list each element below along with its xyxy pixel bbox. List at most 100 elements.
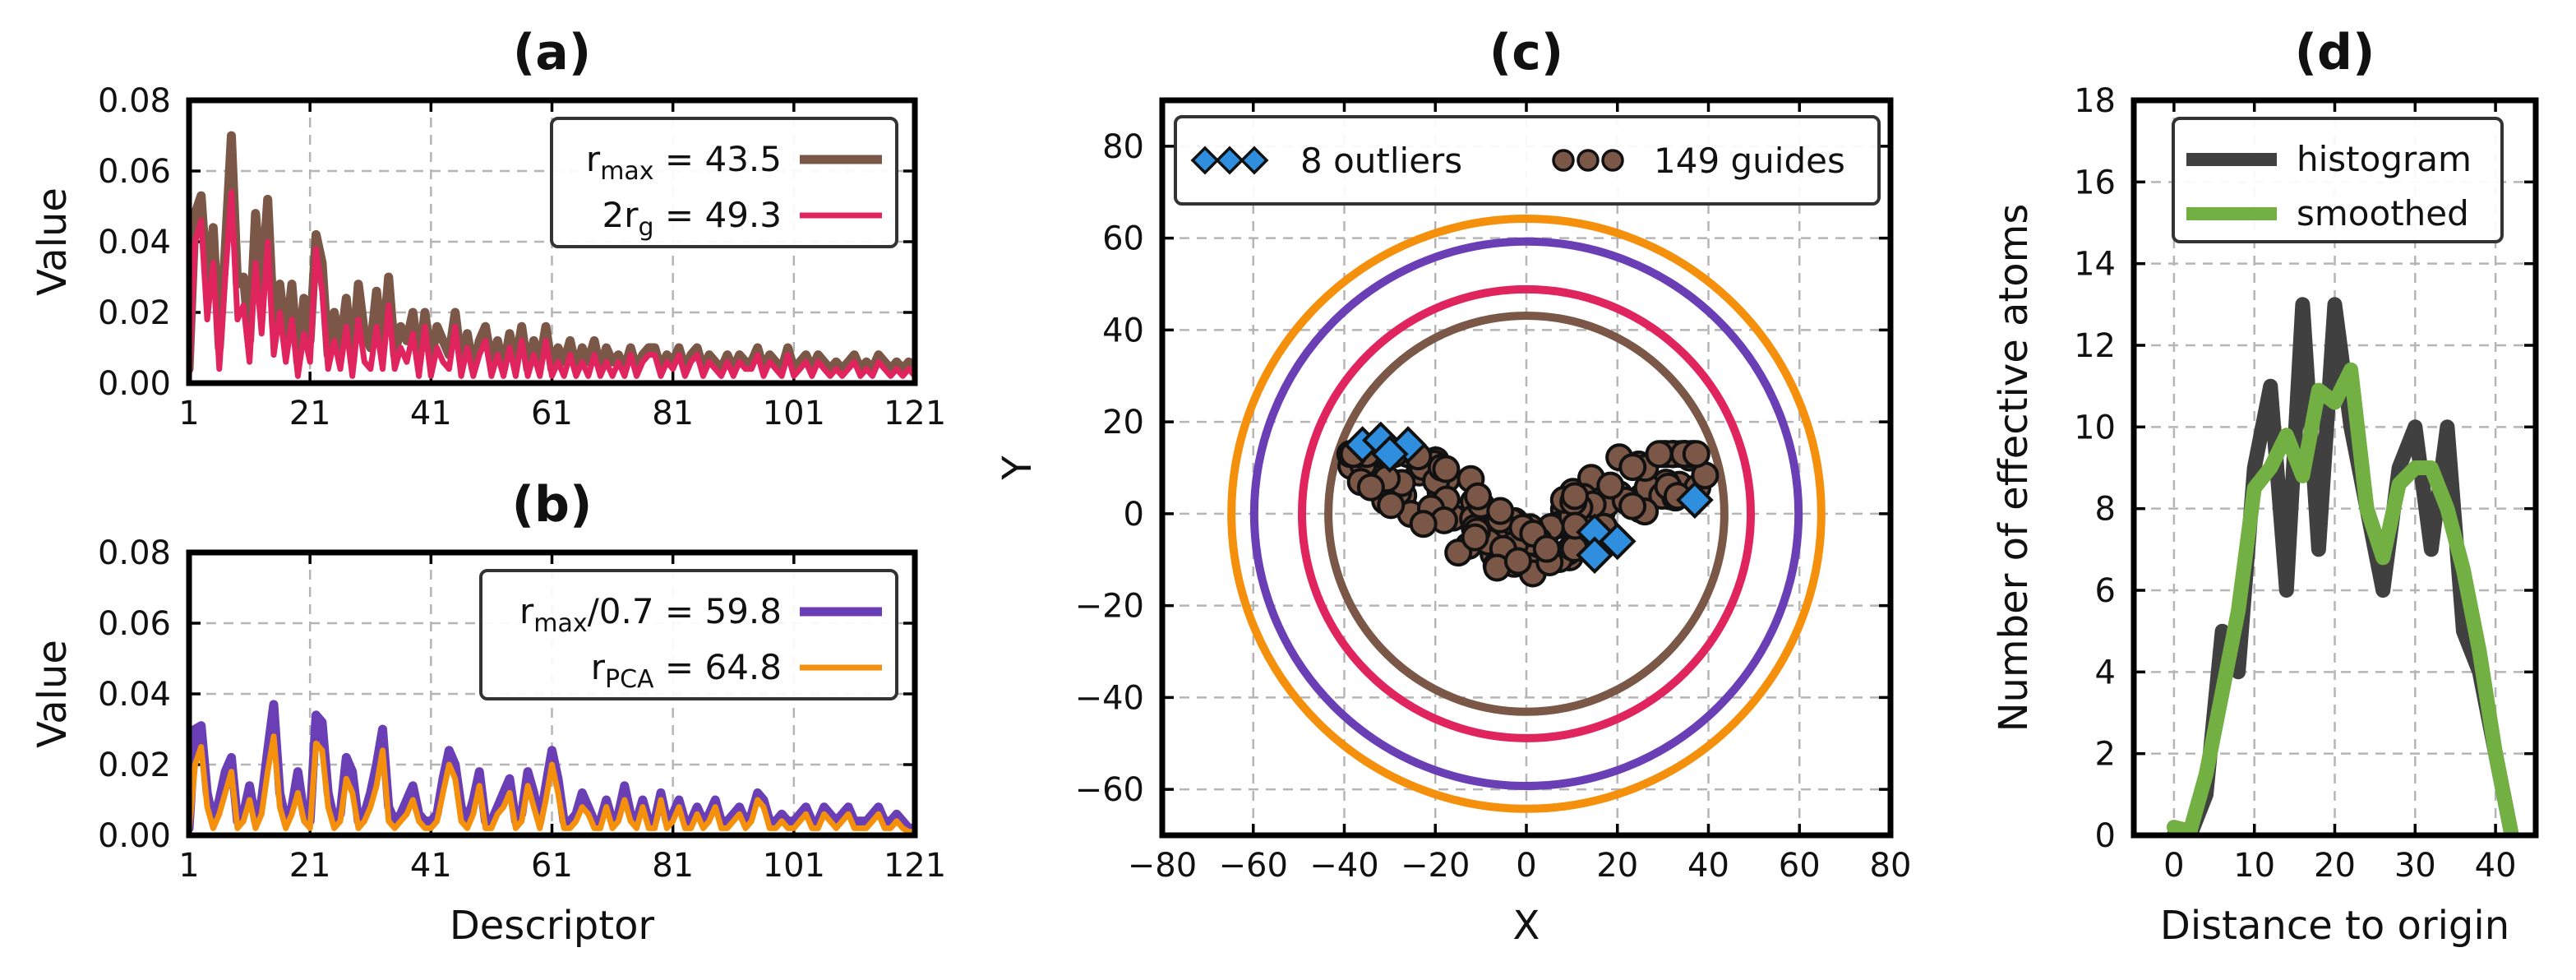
guide-point bbox=[1377, 491, 1406, 520]
radius-circle bbox=[1298, 284, 1755, 742]
legend: 8 outliers 149 guides bbox=[1174, 115, 1881, 206]
guide-point bbox=[1356, 473, 1385, 502]
x-tick-label: 10 bbox=[2233, 847, 2275, 885]
guide-point bbox=[1561, 482, 1590, 511]
guide-point bbox=[1682, 440, 1710, 469]
axes-frame bbox=[1159, 97, 1894, 839]
x-tick-label: 20 bbox=[1596, 847, 1638, 885]
panel-title: (c) bbox=[1489, 24, 1563, 81]
x-tick-label: 30 bbox=[2394, 847, 2436, 885]
panel-title: (a) bbox=[513, 24, 591, 81]
guide-point bbox=[1486, 497, 1515, 525]
legend: rmax = 43.5 2rg = 49.3 bbox=[550, 117, 898, 248]
legend-box bbox=[479, 569, 898, 700]
y-tick-label: 4 bbox=[2095, 654, 2116, 691]
axes-frame bbox=[186, 549, 918, 839]
x-tick-label: 40 bbox=[1687, 847, 1729, 885]
y-tick-label: 0.06 bbox=[98, 153, 171, 191]
y-tick-label: 0.04 bbox=[98, 224, 171, 261]
x-tick-label: 121 bbox=[884, 847, 946, 885]
y-axis-label: Y bbox=[995, 455, 1041, 481]
y-tick-label: 0.06 bbox=[98, 605, 171, 643]
outlier-point bbox=[1598, 522, 1637, 561]
y-tick-label: 0 bbox=[1124, 496, 1144, 534]
x-tick-label: 61 bbox=[531, 395, 573, 432]
y-axis-label: Value bbox=[30, 640, 76, 748]
x-tick-label: 0 bbox=[2163, 847, 2184, 885]
x-tick-label: 81 bbox=[652, 847, 694, 885]
y-tick-label: 20 bbox=[1102, 404, 1144, 441]
guide-point bbox=[1464, 482, 1493, 511]
x-tick-label: 21 bbox=[289, 847, 331, 885]
x-tick-label: 41 bbox=[410, 847, 452, 885]
x-tick-label: 41 bbox=[410, 395, 452, 432]
axes-frame bbox=[2131, 97, 2539, 839]
y-tick-label: 0.08 bbox=[98, 534, 171, 572]
y-tick-label: 60 bbox=[1102, 220, 1144, 258]
radius-circle bbox=[1227, 215, 1826, 813]
guide-point bbox=[1645, 440, 1673, 469]
x-axis-label: Distance to origin bbox=[2160, 903, 2509, 949]
legend-label: smoothed bbox=[2297, 193, 2469, 233]
x-tick-label: 80 bbox=[1870, 847, 1912, 885]
y-tick-label: 0.00 bbox=[98, 365, 171, 403]
legend-guides-label: 149 guides bbox=[1654, 141, 1845, 181]
outlier-point bbox=[1676, 481, 1714, 519]
legend: rmax/0.7 = 59.8 rPCA = 64.8 bbox=[479, 569, 898, 700]
legend-label: rmax/0.7 = 59.8 bbox=[519, 591, 782, 638]
y-axis-label: Value bbox=[30, 187, 76, 296]
y-tick-label: 12 bbox=[2074, 327, 2116, 365]
x-tick-label: 60 bbox=[1779, 847, 1821, 885]
y-tick-label: 16 bbox=[2074, 164, 2116, 201]
y-tick-label: 0.02 bbox=[98, 747, 171, 784]
y-tick-label: 0.00 bbox=[98, 817, 171, 855]
y-tick-label: 6 bbox=[2095, 572, 2116, 610]
radius-circle bbox=[1324, 311, 1729, 716]
y-tick-label: −60 bbox=[1075, 771, 1144, 809]
x-axis-label: Descriptor bbox=[450, 903, 655, 949]
legend-label: rmax = 43.5 bbox=[586, 139, 782, 186]
y-tick-label: 8 bbox=[2095, 491, 2116, 529]
legend-outliers-label: 8 outliers bbox=[1300, 141, 1462, 181]
x-tick-label: 1 bbox=[178, 395, 199, 432]
axes-frame bbox=[186, 97, 918, 386]
panel-title: (d) bbox=[2295, 24, 2375, 81]
x-tick-label: 81 bbox=[652, 395, 694, 432]
y-axis-label: Number of effective atoms bbox=[1991, 204, 2037, 733]
x-tick-label: 101 bbox=[763, 395, 825, 432]
y-tick-label: 14 bbox=[2074, 246, 2116, 284]
y-tick-label: 0.08 bbox=[98, 82, 171, 120]
x-tick-label: 1 bbox=[178, 847, 199, 885]
x-tick-label: 121 bbox=[884, 395, 946, 432]
guide-point bbox=[1409, 510, 1438, 539]
outlier-point bbox=[1371, 435, 1409, 474]
legend-label: rPCA = 64.8 bbox=[591, 647, 782, 694]
y-tick-label: 40 bbox=[1102, 312, 1144, 349]
radius-circle bbox=[1249, 237, 1803, 791]
y-tick-label: 0 bbox=[2095, 817, 2116, 855]
panel-a: 1 21 41 61 81 101 1210.000.020.040.060.08(a)Va… bbox=[30, 24, 946, 432]
x-tick-label: −20 bbox=[1401, 847, 1470, 885]
legend-guide-marker bbox=[1552, 149, 1575, 172]
legend-outlier-marker bbox=[1190, 146, 1220, 175]
panel-c: −80 −60 −40 −20 0 20 40 60 80 −60 −40 −20 0 20 40 60 80 (… bbox=[995, 24, 1911, 949]
series-line-1 bbox=[189, 733, 915, 835]
x-tick-label: 101 bbox=[763, 847, 825, 885]
panel-title: (b) bbox=[512, 476, 593, 534]
guide-point bbox=[1618, 453, 1647, 482]
guide-point bbox=[1461, 523, 1489, 552]
legend-label: 2rg = 49.3 bbox=[602, 195, 782, 242]
series-line-1 bbox=[189, 189, 915, 379]
x-tick-label: −60 bbox=[1219, 847, 1288, 885]
x-tick-label: 61 bbox=[531, 847, 573, 885]
y-tick-label: −40 bbox=[1075, 679, 1144, 717]
y-tick-label: 80 bbox=[1102, 128, 1144, 166]
legend: histogram smoothed bbox=[2172, 117, 2504, 243]
panel-d: 0 10 20 30 40 0 2 4 6 8 10 12 14 16 18 (d) Distance to o… bbox=[1991, 24, 2539, 949]
guide-point bbox=[1596, 471, 1625, 500]
guide-point bbox=[1618, 492, 1647, 520]
y-tick-label: 18 bbox=[2074, 82, 2116, 120]
guide-point bbox=[1503, 547, 1532, 576]
guide-point bbox=[1532, 534, 1561, 563]
